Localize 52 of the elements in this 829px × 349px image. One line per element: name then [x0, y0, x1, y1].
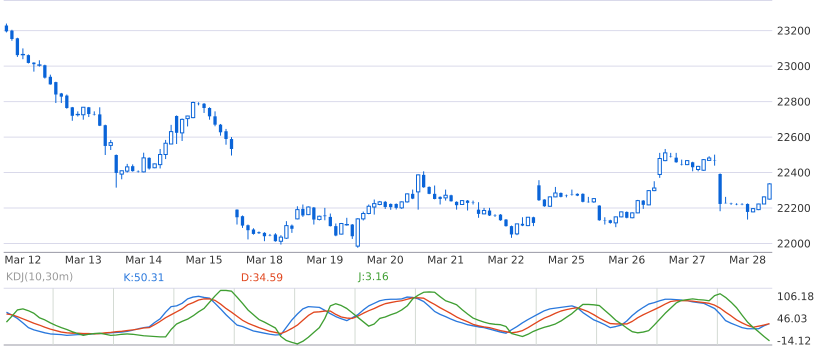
- candlestick: [328, 213, 332, 227]
- x-tick-label: Mar 13: [66, 256, 101, 264]
- candlestick: [746, 202, 750, 220]
- x-tick-label: Mar 26: [609, 256, 645, 264]
- y-tick-label: 106.18: [778, 292, 814, 300]
- candlestick: [54, 81, 58, 104]
- candlestick: [48, 74, 52, 86]
- x-tick-label: Mar 25: [548, 256, 584, 264]
- candlestick: [218, 123, 222, 136]
- candlestick: [224, 128, 228, 146]
- y-tick-label: -14.12: [777, 336, 810, 345]
- candlestick: [230, 136, 234, 156]
- candlestick: [60, 92, 63, 104]
- x-tick-label: Mar 12: [5, 256, 40, 264]
- candlestick: [32, 62, 36, 72]
- x-tick-label: Mar 19: [307, 256, 343, 264]
- y-tick-label: 22000: [778, 240, 810, 248]
- y-tick-label: 23200: [778, 26, 810, 35]
- y-tick-label: 22600: [778, 133, 810, 142]
- x-tick-label: Mar 18: [247, 256, 282, 264]
- candlestick: [98, 106, 102, 127]
- candlestick: [674, 152, 678, 164]
- x-tick-label: Mar 14: [126, 256, 162, 264]
- candlestick: [570, 189, 574, 196]
- candlestick: [235, 208, 239, 226]
- x-tick-label: Mar 22: [488, 256, 524, 264]
- candlestick: [208, 106, 212, 120]
- chart-title: KDJ(10,30m): [6, 272, 72, 282]
- x-tick-label: Mar 15: [186, 256, 222, 264]
- y-tick-label: 22800: [778, 98, 810, 106]
- candlestick: [240, 215, 244, 228]
- candlestick: [466, 200, 470, 212]
- candlestick: [510, 225, 514, 238]
- candlestick: [598, 204, 601, 222]
- text: K:50.31: [124, 273, 164, 282]
- candlestick: [10, 29, 14, 42]
- y-tick-label: 46.03: [777, 314, 806, 322]
- candlestick: [246, 224, 250, 240]
- candlestick: [65, 94, 68, 110]
- y-tick-label: 23000: [778, 62, 810, 70]
- candlestick: [202, 102, 206, 114]
- x-tick-label: Mar 28: [730, 256, 766, 264]
- text: J:3.16: [358, 272, 388, 282]
- candlestick: [476, 202, 480, 218]
- x-tick-label: Mar 20: [368, 256, 403, 264]
- candlestick: [581, 192, 585, 203]
- x-tick-label: Mar 27: [670, 256, 705, 264]
- text: D:34.59: [242, 273, 282, 282]
- y-tick-label: 22200: [778, 204, 810, 212]
- candlestick: [432, 185, 436, 200]
- x-tick-label: Mar 21: [428, 256, 464, 264]
- y-tick-label: 22400: [778, 168, 810, 177]
